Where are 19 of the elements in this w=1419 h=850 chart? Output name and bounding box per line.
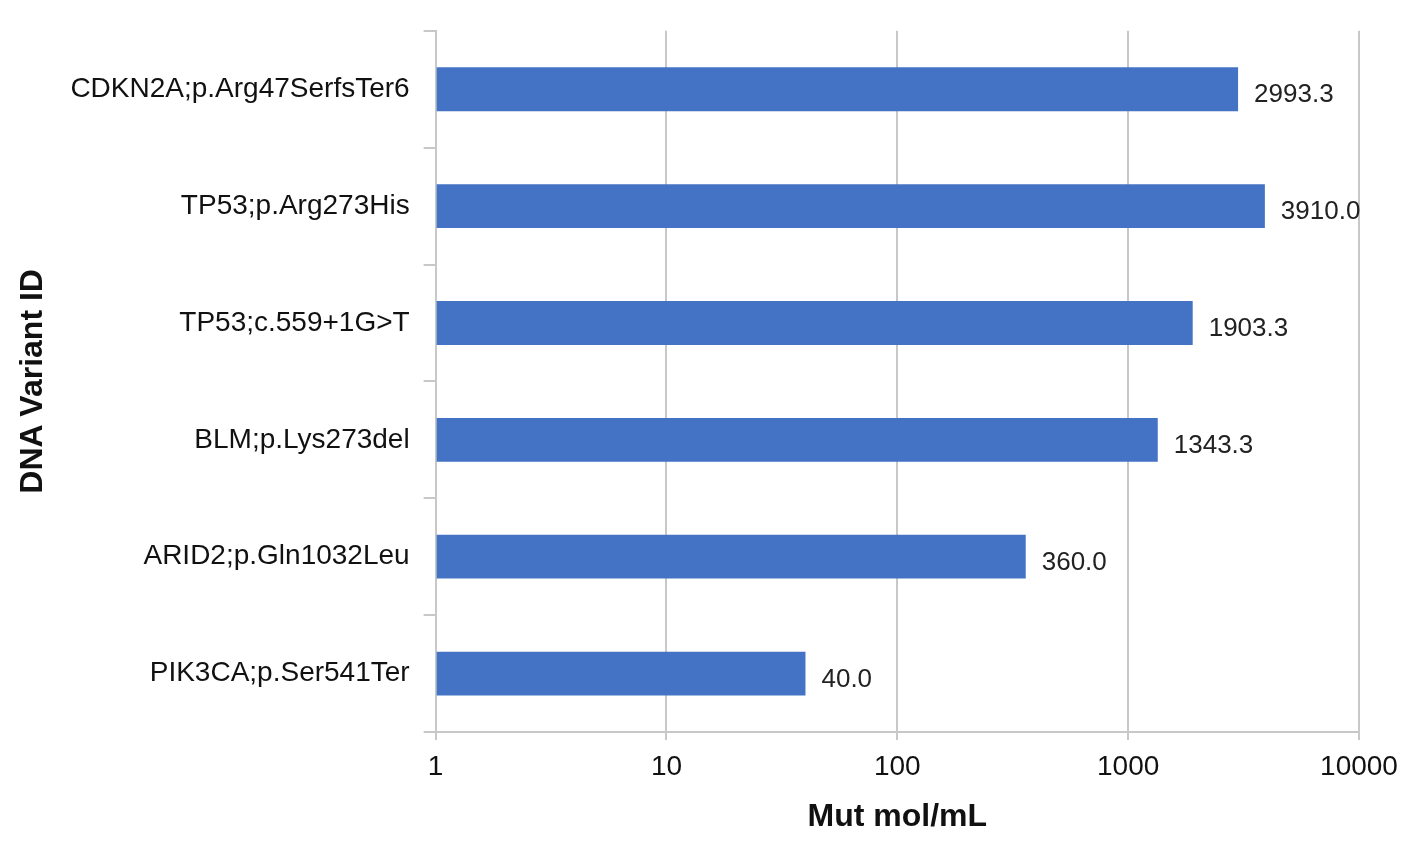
- y-tick-label: PIK3CA;p.Ser541Ter: [149, 656, 410, 688]
- x-axis-title: Mut mol/mL: [807, 796, 988, 833]
- x-tick-label: 10000: [1320, 749, 1398, 781]
- x-tick-label: 1000: [1097, 749, 1160, 781]
- y-tick-label: TP53;p.Arg273His: [180, 188, 410, 220]
- x-tick-label: 1: [427, 749, 444, 781]
- y-tick-label: BLM;p.Lys273del: [194, 422, 410, 454]
- data-label: 1343.3: [1173, 429, 1254, 460]
- data-label: 3910.0: [1280, 195, 1361, 226]
- data-label: 2993.3: [1254, 78, 1334, 109]
- data-label: 360.0: [1041, 545, 1107, 576]
- x-tick-label: 10: [650, 749, 683, 781]
- y-axis-title: DNA Variant ID: [13, 269, 50, 494]
- x-tick-label: 100: [873, 749, 921, 781]
- data-label: 40.0: [821, 662, 873, 693]
- y-tick-label: ARID2;p.Gln1032Leu: [143, 539, 410, 571]
- y-tick-label: CDKN2A;p.Arg47SerfsTer6: [70, 71, 410, 103]
- y-tick-label: TP53;c.559+1G>T: [179, 305, 410, 337]
- data-label: 1903.3: [1208, 312, 1289, 343]
